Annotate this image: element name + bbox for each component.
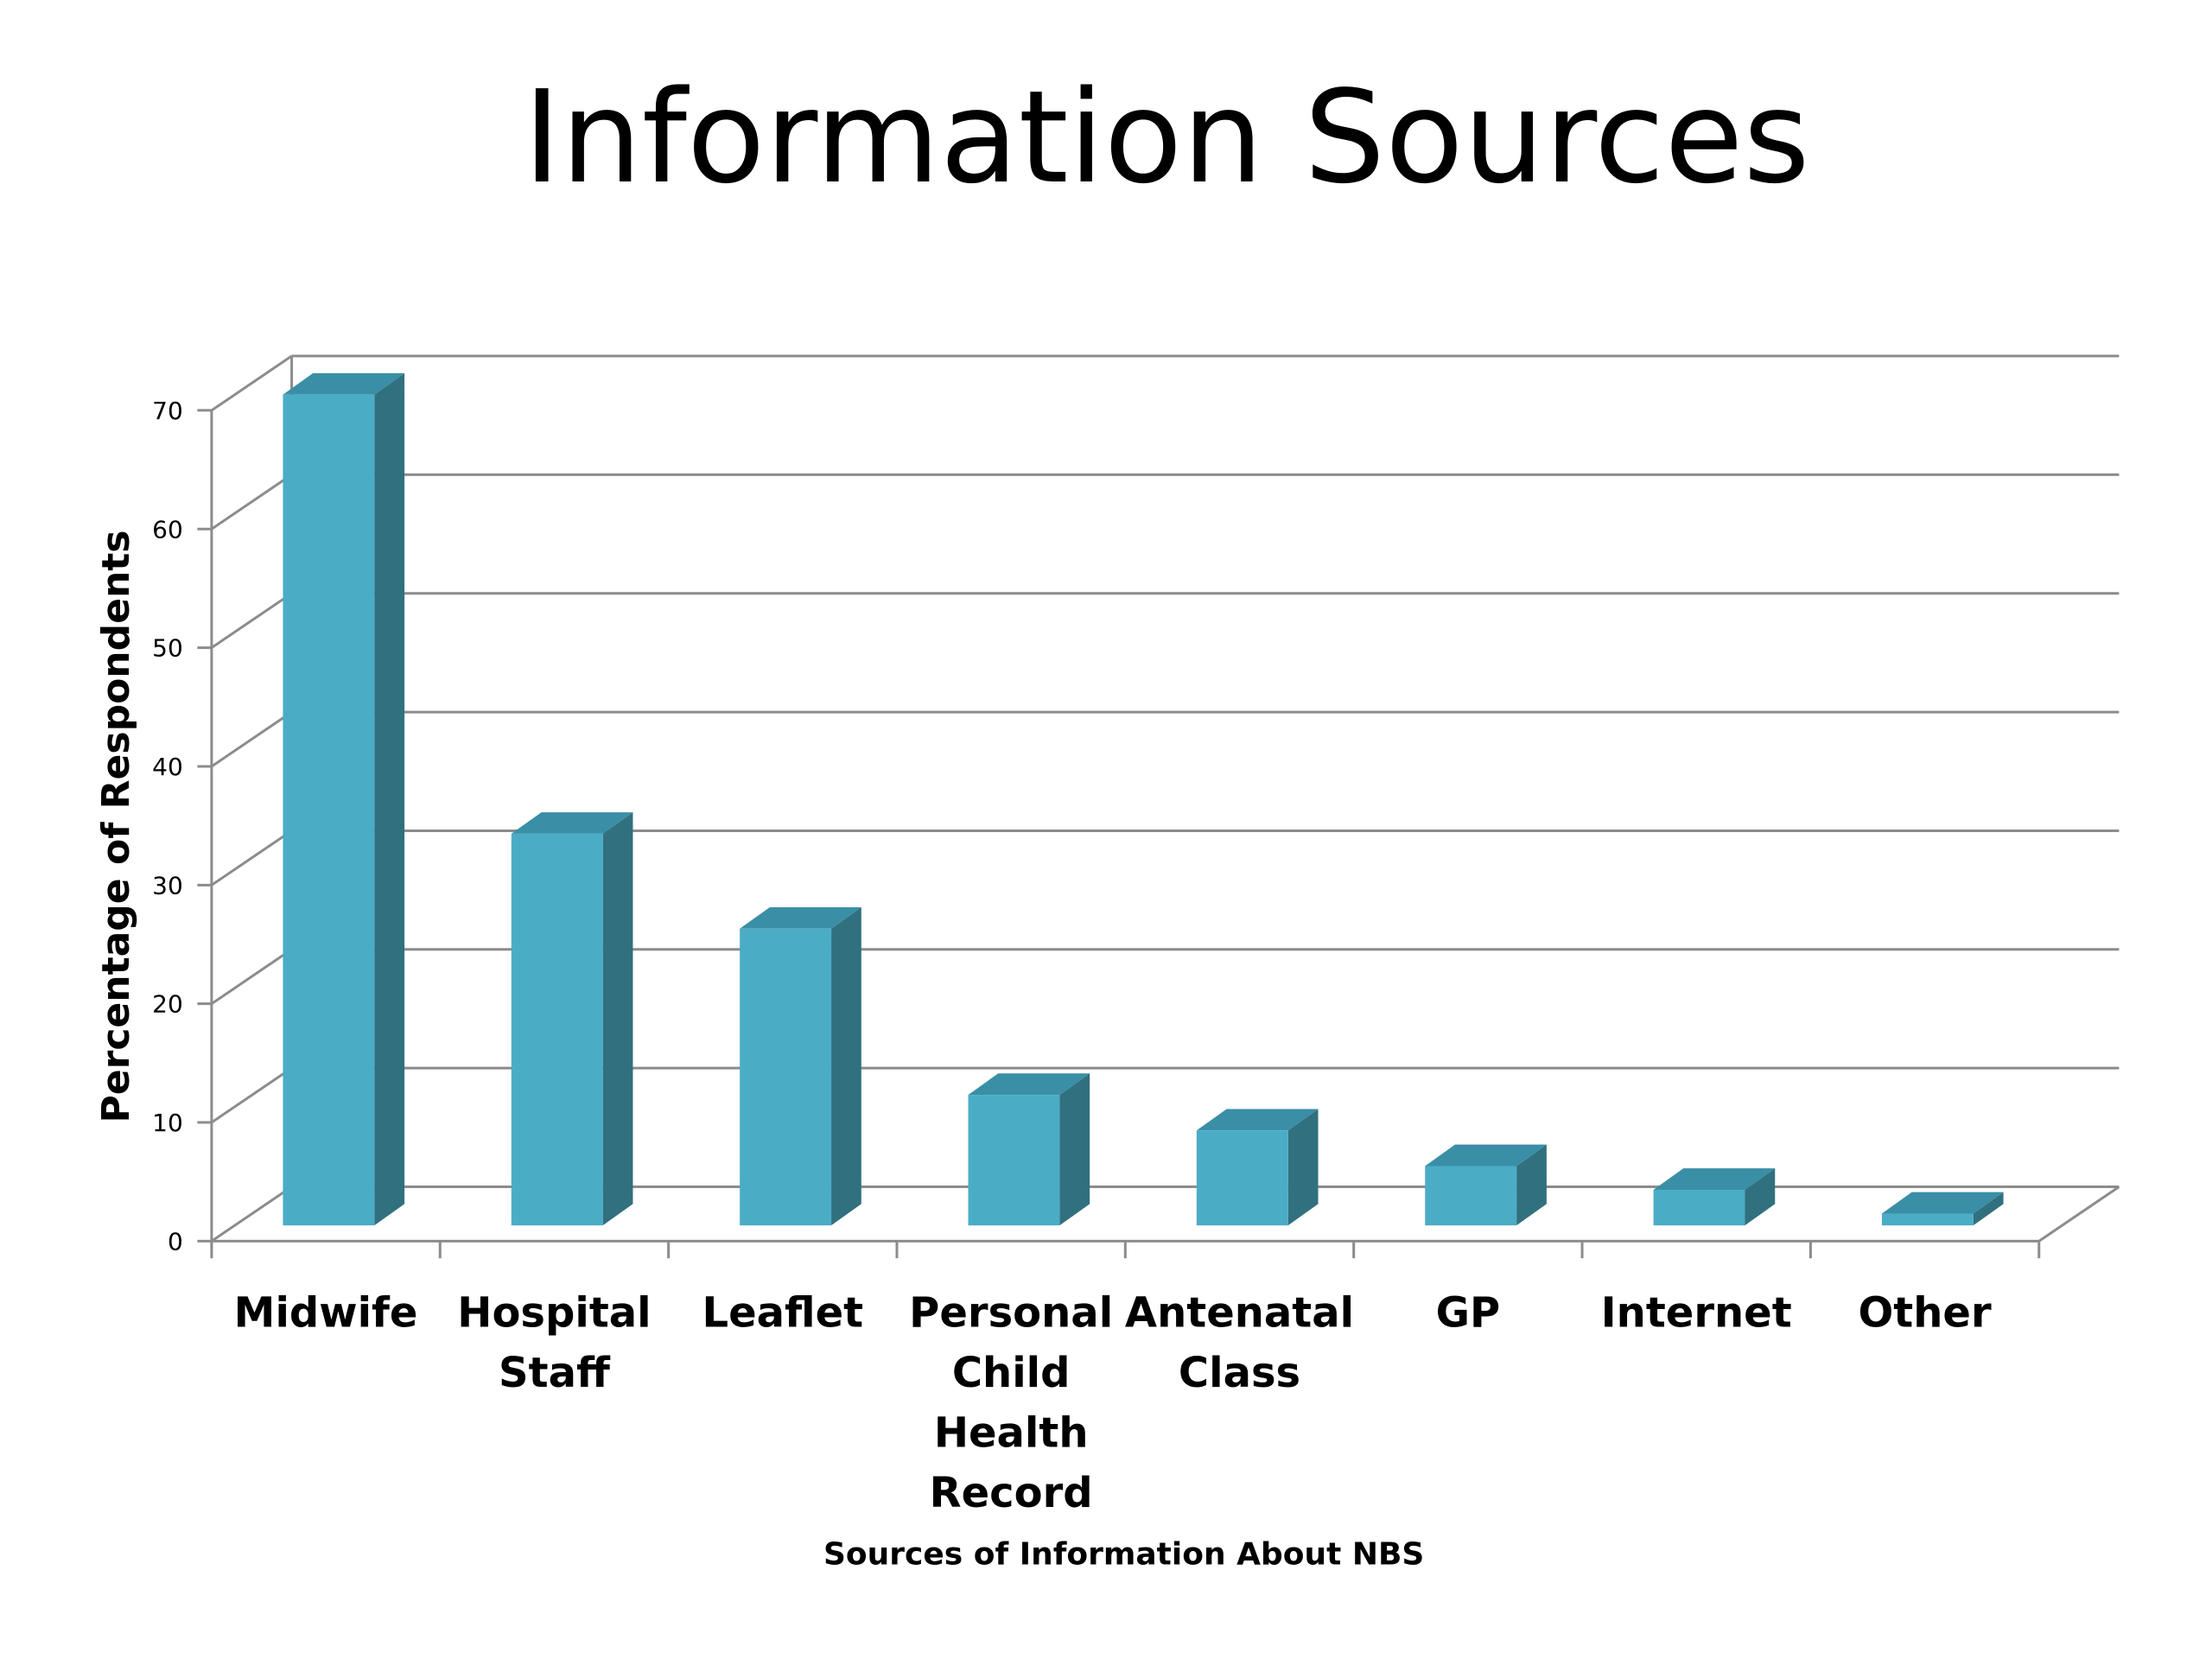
- bar-top: [511, 812, 633, 834]
- gridline-depth: [211, 948, 293, 1005]
- x-tick-label: Leaflet: [702, 1289, 864, 1338]
- bar: [1881, 1213, 1974, 1226]
- x-tick-label: Antenatal Class: [1125, 1289, 1354, 1398]
- x-tick-label: Personal Child Health Record: [909, 1289, 1113, 1518]
- bar: [740, 928, 832, 1226]
- bar-top: [1881, 1192, 2004, 1214]
- x-tick-label: GP: [1436, 1289, 1501, 1338]
- y-tick-label: 60: [152, 515, 183, 543]
- y-tick-label: 40: [152, 753, 183, 781]
- bar: [1653, 1189, 1745, 1226]
- y-tick-label: 0: [168, 1227, 183, 1255]
- gridline-depth: [211, 474, 293, 531]
- floor-right-edge: [2037, 1185, 2120, 1243]
- gridline-depth: [211, 1185, 293, 1243]
- bar-top: [1425, 1144, 1547, 1166]
- bar: [283, 394, 375, 1226]
- bar-side: [1516, 1144, 1547, 1226]
- y-axis-title: Percentage of Respondents: [94, 531, 138, 1123]
- bar: [511, 833, 603, 1226]
- bar-side: [1287, 1109, 1319, 1226]
- y-tick-label: 20: [152, 990, 183, 1019]
- bar-side: [1059, 1073, 1090, 1226]
- gridline-depth: [211, 830, 293, 887]
- bar: [1425, 1166, 1517, 1226]
- bar-top: [1196, 1109, 1319, 1131]
- y-tick-label: 30: [152, 871, 183, 899]
- bar-side: [602, 812, 633, 1226]
- y-tick-label: 10: [152, 1109, 183, 1137]
- bar-side: [1973, 1192, 2004, 1226]
- bar-top: [283, 372, 405, 395]
- bar-top: [1653, 1168, 1776, 1190]
- chart-title: Information Sources: [523, 63, 1810, 212]
- y-tick-label: 70: [152, 397, 183, 425]
- x-tick-label: Hospital Staff: [457, 1289, 651, 1398]
- x-tick-label: Other: [1859, 1289, 1992, 1338]
- bar-top: [740, 906, 861, 929]
- gridline-depth: [211, 592, 293, 649]
- gridline-depth: [211, 710, 293, 768]
- bar: [1196, 1130, 1288, 1226]
- x-tick-label: Midwife: [234, 1289, 418, 1338]
- bar: [968, 1095, 1060, 1226]
- gridline-depth: [211, 1066, 293, 1124]
- bar-top: [968, 1073, 1090, 1096]
- gridline-depth: [211, 354, 293, 412]
- bar-side: [374, 372, 405, 1226]
- x-tick-label: Internet: [1601, 1289, 1792, 1338]
- bar-side: [1745, 1168, 1776, 1226]
- bar-side: [831, 906, 861, 1226]
- y-tick-label: 50: [152, 634, 183, 663]
- x-axis-title: Sources of Information About NBS: [823, 1536, 1424, 1572]
